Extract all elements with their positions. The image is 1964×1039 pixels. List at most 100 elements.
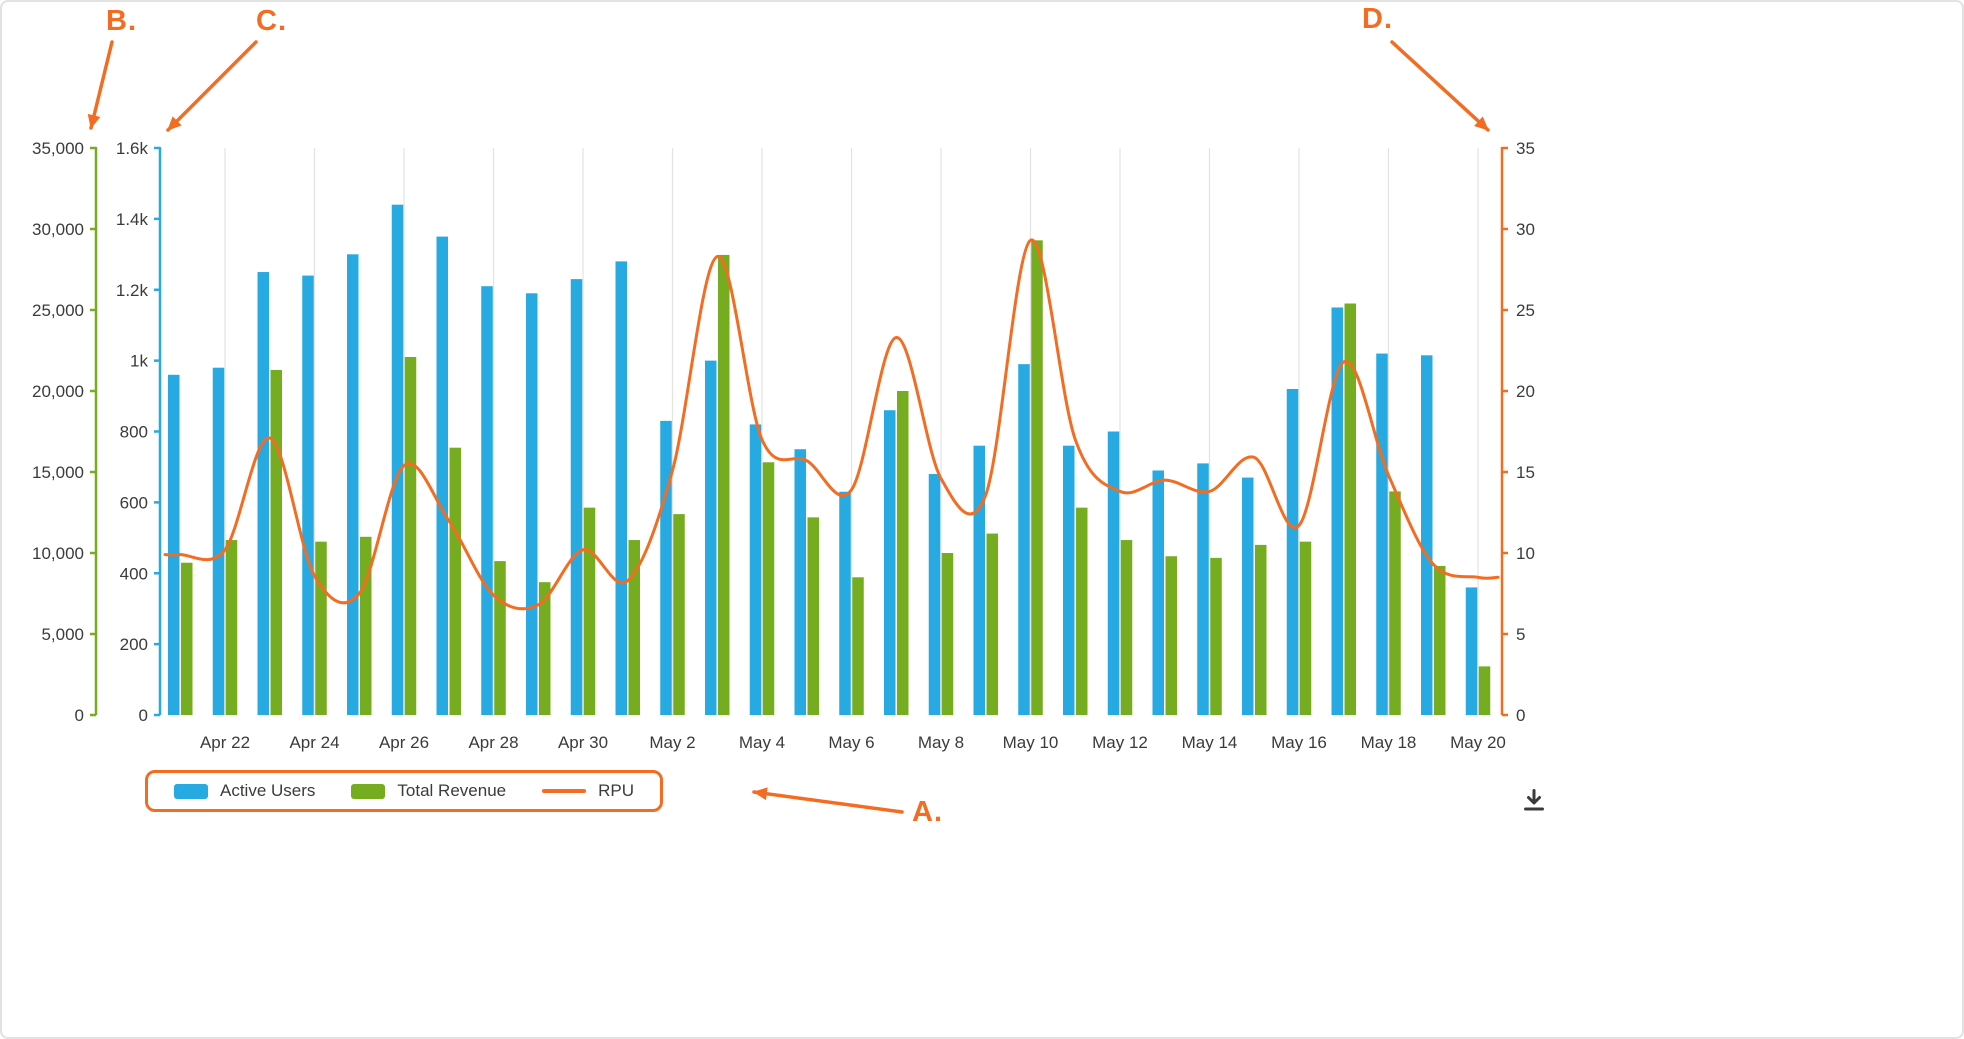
download-icon[interactable]: [1520, 786, 1548, 814]
bar-active-users: [705, 360, 717, 716]
rpu-axis-tick-label: 35: [1516, 139, 1535, 158]
annotation-label-b: B.: [106, 5, 137, 37]
bar-total-revenue: [673, 514, 685, 715]
rpu-axis-tick-label: 25: [1516, 301, 1535, 320]
users-axis-tick-label: 1k: [130, 352, 148, 371]
rpu-line: [163, 238, 1500, 611]
bar-active-users: [928, 474, 941, 715]
x-axis-tick-label: Apr 26: [379, 733, 429, 752]
bar-total-revenue: [494, 561, 506, 715]
bar-total-revenue: [941, 553, 954, 715]
bar-active-users: [1018, 364, 1030, 715]
rpu-line-swatch-icon: [542, 789, 587, 793]
legend-item-rpu[interactable]: RPU: [542, 781, 634, 801]
bar-total-revenue: [1478, 666, 1491, 715]
legend-item-total-revenue[interactable]: Total Revenue: [351, 781, 506, 801]
annotation-label-a: A.: [912, 796, 943, 828]
bar-active-users: [660, 420, 672, 715]
bar-total-revenue: [539, 582, 551, 715]
revenue-axis-tick-label: 20,000: [32, 382, 84, 401]
bar-total-revenue: [1076, 507, 1088, 715]
users-axis-tick-label: 1.4k: [116, 210, 149, 229]
bar-active-users: [1197, 463, 1209, 715]
x-axis-tick-label: May 20: [1450, 733, 1506, 752]
bar-active-users: [884, 410, 896, 715]
bar-active-users: [1465, 587, 1478, 715]
chart-legend: Active Users Total Revenue RPU: [145, 770, 664, 812]
annotation-arrow-b: [87, 40, 114, 130]
bar-active-users: [1107, 431, 1120, 715]
users-axis-tick-label: 800: [120, 423, 148, 442]
annotation-arrow-a: [752, 787, 904, 814]
bar-total-revenue: [225, 540, 238, 715]
bar-total-revenue: [718, 254, 730, 716]
rpu-axis-tick-label: 20: [1516, 382, 1535, 401]
legend-label: RPU: [598, 781, 635, 800]
bar-total-revenue: [762, 462, 775, 715]
bar-total-revenue: [1299, 541, 1312, 715]
bar-active-users: [436, 236, 448, 715]
rpu-axis-tick-label: 30: [1516, 220, 1535, 239]
bar-total-revenue: [1434, 565, 1446, 715]
x-axis-tick-label: May 16: [1271, 733, 1327, 752]
bar-total-revenue: [404, 356, 417, 715]
bar-total-revenue: [1031, 240, 1043, 715]
legend-item-active-users[interactable]: Active Users: [174, 781, 315, 801]
users-axis-tick-label: 1.6k: [116, 139, 149, 158]
rpu-axis-tick-label: 15: [1516, 463, 1535, 482]
bar-total-revenue: [807, 517, 819, 715]
bar-active-users: [257, 272, 269, 715]
users-axis-tick-label: 0: [139, 706, 148, 725]
revenue-axis-tick-label: 35,000: [32, 139, 84, 158]
bar-active-users: [1421, 355, 1433, 715]
bar-active-users: [481, 286, 493, 715]
bar-active-users: [973, 445, 985, 715]
x-axis-tick-label: Apr 24: [289, 733, 339, 752]
active-users-swatch-icon: [174, 783, 208, 799]
annotation-label-c: C.: [256, 5, 287, 37]
bar-active-users: [615, 261, 627, 715]
bar-active-users: [347, 254, 359, 715]
revenue-axis-tick-label: 5,000: [41, 625, 84, 644]
legend-label: Total Revenue: [397, 781, 507, 800]
bar-total-revenue: [181, 562, 193, 715]
annotation-arrow-c: [166, 40, 258, 132]
bar-active-users: [570, 279, 583, 715]
rpu-axis-tick-label: 5: [1516, 625, 1525, 644]
bar-active-users: [794, 449, 806, 715]
bar-total-revenue: [852, 577, 864, 715]
bar-total-revenue: [360, 536, 372, 715]
bar-active-users: [749, 424, 762, 715]
revenue-axis-tick-label: 0: [75, 706, 84, 725]
x-axis-tick-label: May 6: [828, 733, 874, 752]
legend-label: Active Users: [220, 781, 316, 800]
bar-active-users: [526, 293, 538, 715]
bar-active-users: [1152, 470, 1164, 715]
bar-active-users: [1063, 445, 1075, 715]
x-axis-tick-label: May 14: [1182, 733, 1238, 752]
x-axis-tick-label: Apr 28: [468, 733, 518, 752]
bar-active-users: [212, 367, 225, 715]
users-axis-tick-label: 600: [120, 493, 148, 512]
bar-total-revenue: [449, 447, 461, 715]
rpu-axis-tick-label: 0: [1516, 706, 1525, 725]
x-axis-tick-label: May 18: [1361, 733, 1417, 752]
bar-active-users: [1376, 353, 1388, 715]
bar-active-users: [302, 275, 314, 715]
bar-active-users: [1286, 388, 1299, 715]
annotation-arrow-d: [1390, 40, 1490, 132]
revenue-axis-tick-label: 25,000: [32, 301, 84, 320]
x-axis-tick-label: May 8: [918, 733, 964, 752]
bar-total-revenue: [1389, 491, 1401, 715]
bar-active-users: [839, 491, 851, 715]
x-axis-tick-label: Apr 22: [200, 733, 250, 752]
bar-active-users: [1242, 477, 1254, 715]
users-axis-tick-label: 200: [120, 635, 148, 654]
bar-active-users: [391, 204, 404, 715]
annotation-label-d: D.: [1362, 3, 1393, 35]
bar-total-revenue: [1210, 557, 1222, 715]
bar-total-revenue: [986, 533, 998, 715]
bar-total-revenue: [315, 541, 327, 715]
total-revenue-swatch-icon: [351, 783, 386, 799]
